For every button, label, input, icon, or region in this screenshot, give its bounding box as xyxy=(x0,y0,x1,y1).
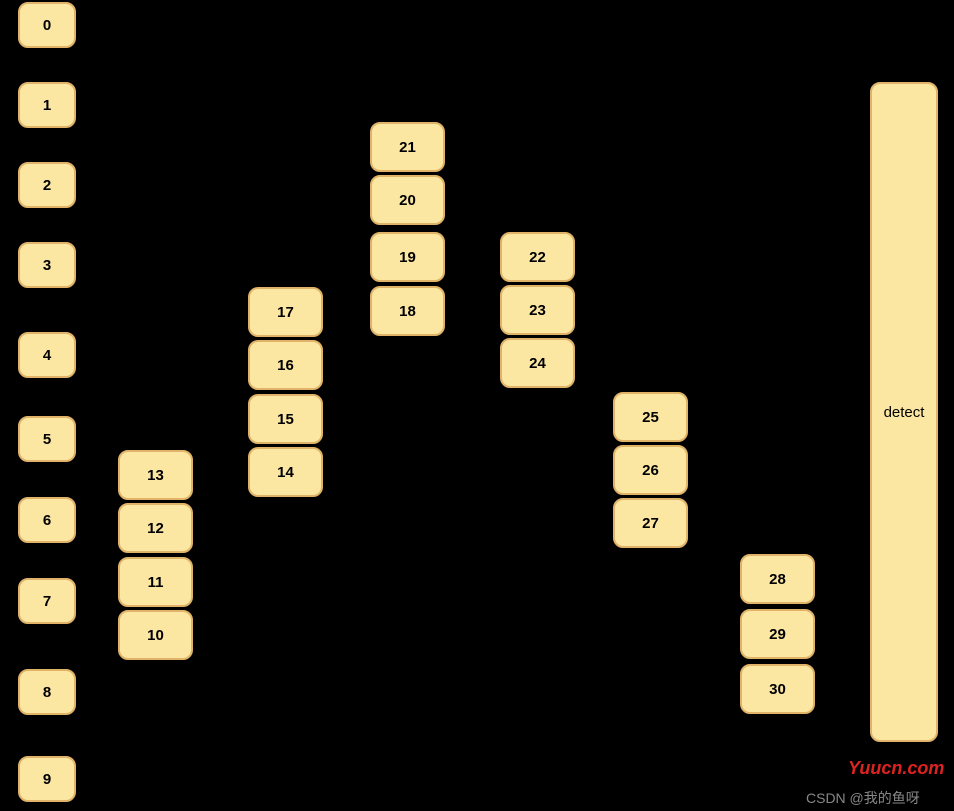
node-label: 28 xyxy=(769,571,786,588)
node-2: 2 xyxy=(18,162,76,208)
node-17: 17 xyxy=(248,287,323,337)
node-28: 28 xyxy=(740,554,815,604)
node-label: 25 xyxy=(642,409,659,426)
node-4: 4 xyxy=(18,332,76,378)
node-label: 15 xyxy=(277,411,294,428)
node-0: 0 xyxy=(18,2,76,48)
node-label: 30 xyxy=(769,681,786,698)
node-20: 20 xyxy=(370,175,445,225)
node-3: 3 xyxy=(18,242,76,288)
node-label: 26 xyxy=(642,462,659,479)
node-16: 16 xyxy=(248,340,323,390)
node-label: 23 xyxy=(529,302,546,319)
node-label: 5 xyxy=(43,431,51,448)
node-27: 27 xyxy=(613,498,688,548)
node-label: 20 xyxy=(399,192,416,209)
node-label: 19 xyxy=(399,249,416,266)
node-label: 3 xyxy=(43,257,51,274)
node-14: 14 xyxy=(248,447,323,497)
node-30: 30 xyxy=(740,664,815,714)
node-19: 19 xyxy=(370,232,445,282)
node-29: 29 xyxy=(740,609,815,659)
node-label: 16 xyxy=(277,357,294,374)
node-label: 6 xyxy=(43,512,51,529)
node-6: 6 xyxy=(18,497,76,543)
node-15: 15 xyxy=(248,394,323,444)
node-25: 25 xyxy=(613,392,688,442)
node-label: 14 xyxy=(277,464,294,481)
watermark-csdn: CSDN @我的鱼呀 xyxy=(806,788,920,808)
detect-label: detect xyxy=(884,404,925,421)
node-21: 21 xyxy=(370,122,445,172)
node-label: 13 xyxy=(147,467,164,484)
node-label: 18 xyxy=(399,303,416,320)
node-label: 0 xyxy=(43,17,51,34)
node-22: 22 xyxy=(500,232,575,282)
node-label: 12 xyxy=(147,520,164,537)
node-label: 29 xyxy=(769,626,786,643)
node-8: 8 xyxy=(18,669,76,715)
node-13: 13 xyxy=(118,450,193,500)
node-7: 7 xyxy=(18,578,76,624)
node-label: 17 xyxy=(277,304,294,321)
node-label: 11 xyxy=(148,574,164,591)
node-9: 9 xyxy=(18,756,76,802)
node-label: 2 xyxy=(43,177,51,194)
node-11: 11 xyxy=(118,557,193,607)
node-label: 21 xyxy=(399,139,416,156)
node-label: 22 xyxy=(529,249,546,266)
node-10: 10 xyxy=(118,610,193,660)
watermark-yuucn: Yuucn.com xyxy=(848,758,944,779)
node-5: 5 xyxy=(18,416,76,462)
node-24: 24 xyxy=(500,338,575,388)
node-label: 27 xyxy=(642,515,659,532)
node-18: 18 xyxy=(370,286,445,336)
node-label: 10 xyxy=(147,627,164,644)
node-23: 23 xyxy=(500,285,575,335)
node-12: 12 xyxy=(118,503,193,553)
node-1: 1 xyxy=(18,82,76,128)
node-26: 26 xyxy=(613,445,688,495)
node-label: 7 xyxy=(43,593,51,610)
node-label: 9 xyxy=(43,771,51,788)
node-label: 8 xyxy=(43,684,51,701)
detect-box: detect xyxy=(870,82,938,742)
node-label: 24 xyxy=(529,355,546,372)
node-label: 4 xyxy=(43,347,51,364)
node-label: 1 xyxy=(43,97,51,114)
